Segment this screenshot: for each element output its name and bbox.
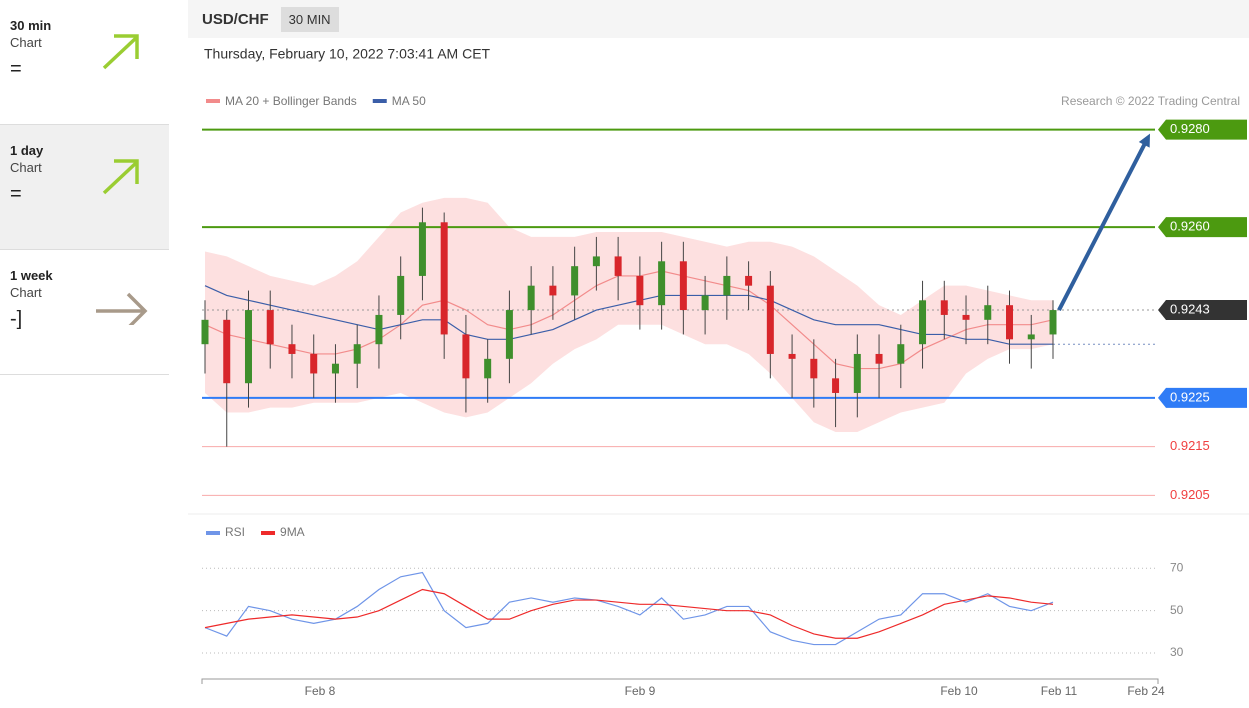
legend-swatch [206, 531, 220, 535]
candle-body [853, 353, 861, 393]
level-tag [1158, 217, 1247, 238]
chart: Thursday, February 10, 2022 7:03:41 AM C… [188, 46, 1249, 698]
signal: = [10, 58, 22, 80]
credit: Research © 2022 Trading Central [1061, 94, 1240, 108]
candle-body [331, 363, 339, 374]
candle-body [897, 344, 905, 364]
moving-average [204, 285, 1053, 345]
legend-swatch [206, 99, 220, 103]
candle-body [592, 256, 600, 267]
candle-body [919, 300, 927, 345]
period: 1 day [10, 143, 44, 158]
legend-label: MA 50 [392, 94, 426, 108]
x-tick-label: Feb 8 [305, 684, 336, 698]
candle-body [1006, 305, 1014, 340]
level-label: 0.9205 [1170, 487, 1210, 502]
x-tick-label: Feb 9 [625, 684, 656, 698]
legend-label: RSI [225, 525, 245, 539]
timeframe-item[interactable]: 1 day Chart = [0, 125, 169, 250]
x-axis [201, 678, 1159, 684]
candle-body [462, 334, 470, 379]
level-label: 0.9260 [1170, 219, 1210, 234]
candle-body [244, 310, 252, 384]
rsi-line [204, 571, 1054, 646]
y-tick-label: 30 [1170, 645, 1184, 659]
candle-body [658, 261, 666, 306]
x-tick-label: Feb 11 [1041, 684, 1078, 698]
candle-body [832, 378, 840, 393]
symbol: USD/CHF [202, 10, 269, 28]
candle-body [375, 314, 383, 345]
candle-body [505, 310, 513, 359]
timestamp: Thursday, February 10, 2022 7:03:41 AM C… [204, 46, 491, 62]
x-tick-label: Feb 24 [1127, 684, 1165, 698]
level-tag [1158, 119, 1247, 140]
level-label: 0.9243 [1170, 301, 1210, 316]
signal: -] [10, 308, 23, 330]
candle-body [745, 275, 753, 286]
level-label: 0.9280 [1170, 121, 1210, 136]
candle-body [679, 261, 687, 311]
candle-body [636, 275, 644, 306]
candle-body [962, 314, 970, 320]
legend-swatch [261, 531, 276, 535]
y-tick-label: 50 [1170, 603, 1184, 617]
candle-body [614, 256, 622, 276]
level-tag [1158, 387, 1247, 408]
candle-body [984, 305, 992, 320]
candle-body [201, 319, 209, 345]
level-label: 0.9225 [1170, 389, 1210, 404]
candle-body [266, 310, 274, 345]
candle-body [875, 353, 883, 364]
moving-average [204, 270, 1054, 370]
forecast-arrow [1057, 139, 1149, 311]
toolbar: USD/CHF 30 MIN [188, 0, 1249, 38]
level-tag [1158, 300, 1247, 321]
candle-body [701, 295, 709, 311]
interval[interactable]: 30 MIN [280, 6, 339, 32]
candle-body [940, 300, 948, 315]
chart-panel: USD/CHF 30 MIN Thursday, February 10, 20… [188, 0, 1249, 708]
candle-body [766, 285, 774, 354]
legend-label: MA 20 + Bollinger Bands [225, 94, 357, 108]
candle-body [571, 266, 579, 296]
trend-arrow [102, 34, 139, 70]
label: Chart [10, 35, 42, 50]
candle-body [418, 222, 426, 276]
candle-body [223, 319, 231, 384]
period: 30 min [10, 18, 52, 33]
label: Chart [10, 160, 42, 175]
candle-body [810, 358, 818, 379]
candle-body [549, 285, 557, 296]
y-tick-label: 70 [1170, 560, 1184, 574]
level-label: 0.9215 [1170, 438, 1210, 453]
forecast-arrowhead [1138, 133, 1150, 148]
signal: = [10, 183, 22, 205]
sidebar: 30 min Chart = 1 day Chart = 1 week Char… [0, 0, 169, 375]
legend-label: 9MA [280, 525, 305, 539]
candle-body [310, 353, 318, 374]
bollinger-band [205, 197, 1053, 432]
candle-body [353, 344, 361, 364]
trend-arrow [96, 292, 148, 325]
candle-body [484, 358, 492, 379]
timeframe-item[interactable]: 1 week Chart -] [0, 250, 169, 375]
timeframe-item[interactable]: 30 min Chart = [0, 0, 169, 125]
candle-body [1027, 334, 1035, 340]
period: 1 week [10, 268, 53, 283]
candle-body [397, 275, 405, 315]
rsi-line [204, 588, 1054, 639]
candle-body [1049, 310, 1057, 335]
candle-body [288, 344, 296, 354]
x-tick-label: Feb 10 [940, 684, 978, 698]
trend-arrow [102, 159, 139, 195]
candle-body [527, 285, 535, 311]
candle-body [788, 353, 796, 359]
candle-body [723, 275, 731, 296]
legend-swatch [372, 99, 387, 103]
candle-body [440, 222, 448, 335]
label: Chart [10, 285, 42, 300]
